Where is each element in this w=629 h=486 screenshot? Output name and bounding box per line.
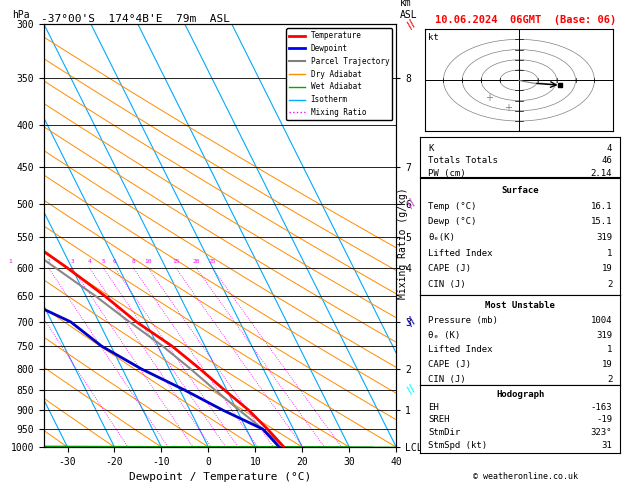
Text: EH: EH [428,403,439,412]
Text: 8: 8 [131,259,135,264]
Text: 46: 46 [601,156,612,165]
Legend: Temperature, Dewpoint, Parcel Trajectory, Dry Adiabat, Wet Adiabat, Isotherm, Mi: Temperature, Dewpoint, Parcel Trajectory… [286,28,392,120]
Text: 16.1: 16.1 [591,202,612,210]
Text: 25: 25 [208,259,216,264]
Text: Pressure (mb): Pressure (mb) [428,316,498,325]
Text: -19: -19 [596,416,612,424]
Text: Dewp (°C): Dewp (°C) [428,217,477,226]
Text: 10: 10 [144,259,152,264]
Text: Totals Totals: Totals Totals [428,156,498,165]
Text: 2: 2 [47,259,50,264]
Text: 2: 2 [607,375,612,383]
X-axis label: Dewpoint / Temperature (°C): Dewpoint / Temperature (°C) [129,472,311,483]
Text: //: // [406,316,418,328]
Text: -163: -163 [591,403,612,412]
Text: hPa: hPa [13,10,30,20]
Text: 2.14: 2.14 [591,169,612,177]
Text: 319: 319 [596,233,612,242]
Text: km
ASL: km ASL [400,0,418,20]
Text: 10.06.2024  06GMT  (Base: 06): 10.06.2024 06GMT (Base: 06) [435,15,616,25]
Text: //: // [406,198,418,209]
Text: 1: 1 [9,259,13,264]
Text: StmSpd (kt): StmSpd (kt) [428,440,487,450]
Text: +: + [485,93,493,103]
Text: Hodograph: Hodograph [496,390,544,399]
Text: StmDir: StmDir [428,428,460,437]
Text: //: // [406,18,418,30]
Text: θₑ(K): θₑ(K) [428,233,455,242]
Text: 3: 3 [70,259,74,264]
Text: θₑ (K): θₑ (K) [428,330,460,340]
Text: Temp (°C): Temp (°C) [428,202,477,210]
Text: CAPE (J): CAPE (J) [428,360,471,369]
Text: CAPE (J): CAPE (J) [428,264,471,273]
Text: 20: 20 [192,259,200,264]
Text: 319: 319 [596,330,612,340]
Text: 5: 5 [101,259,105,264]
Text: 2: 2 [607,280,612,289]
Text: 19: 19 [601,360,612,369]
Text: Lifted Index: Lifted Index [428,248,493,258]
Text: 4: 4 [607,144,612,153]
Text: 15: 15 [172,259,179,264]
Text: CIN (J): CIN (J) [428,375,466,383]
Text: 323°: 323° [591,428,612,437]
Text: -37°00'S  174°4B'E  79m  ASL: -37°00'S 174°4B'E 79m ASL [40,14,230,23]
Text: CIN (J): CIN (J) [428,280,466,289]
Text: 19: 19 [601,264,612,273]
Text: Lifted Index: Lifted Index [428,345,493,354]
Text: Mixing Ratio (g/kg): Mixing Ratio (g/kg) [398,187,408,299]
Text: K: K [428,144,433,153]
Text: 31: 31 [601,440,612,450]
Text: kt: kt [428,33,439,42]
Text: Surface: Surface [501,186,539,195]
Text: 1004: 1004 [591,316,612,325]
Text: PW (cm): PW (cm) [428,169,466,177]
Text: © weatheronline.co.uk: © weatheronline.co.uk [473,472,577,481]
Text: 1: 1 [607,248,612,258]
Text: //: // [406,384,418,396]
Text: 4: 4 [87,259,91,264]
Text: 6: 6 [113,259,116,264]
Text: Most Unstable: Most Unstable [485,301,555,310]
Text: SREH: SREH [428,416,450,424]
Text: 15.1: 15.1 [591,217,612,226]
Text: 1: 1 [607,345,612,354]
Text: +: + [504,103,512,113]
